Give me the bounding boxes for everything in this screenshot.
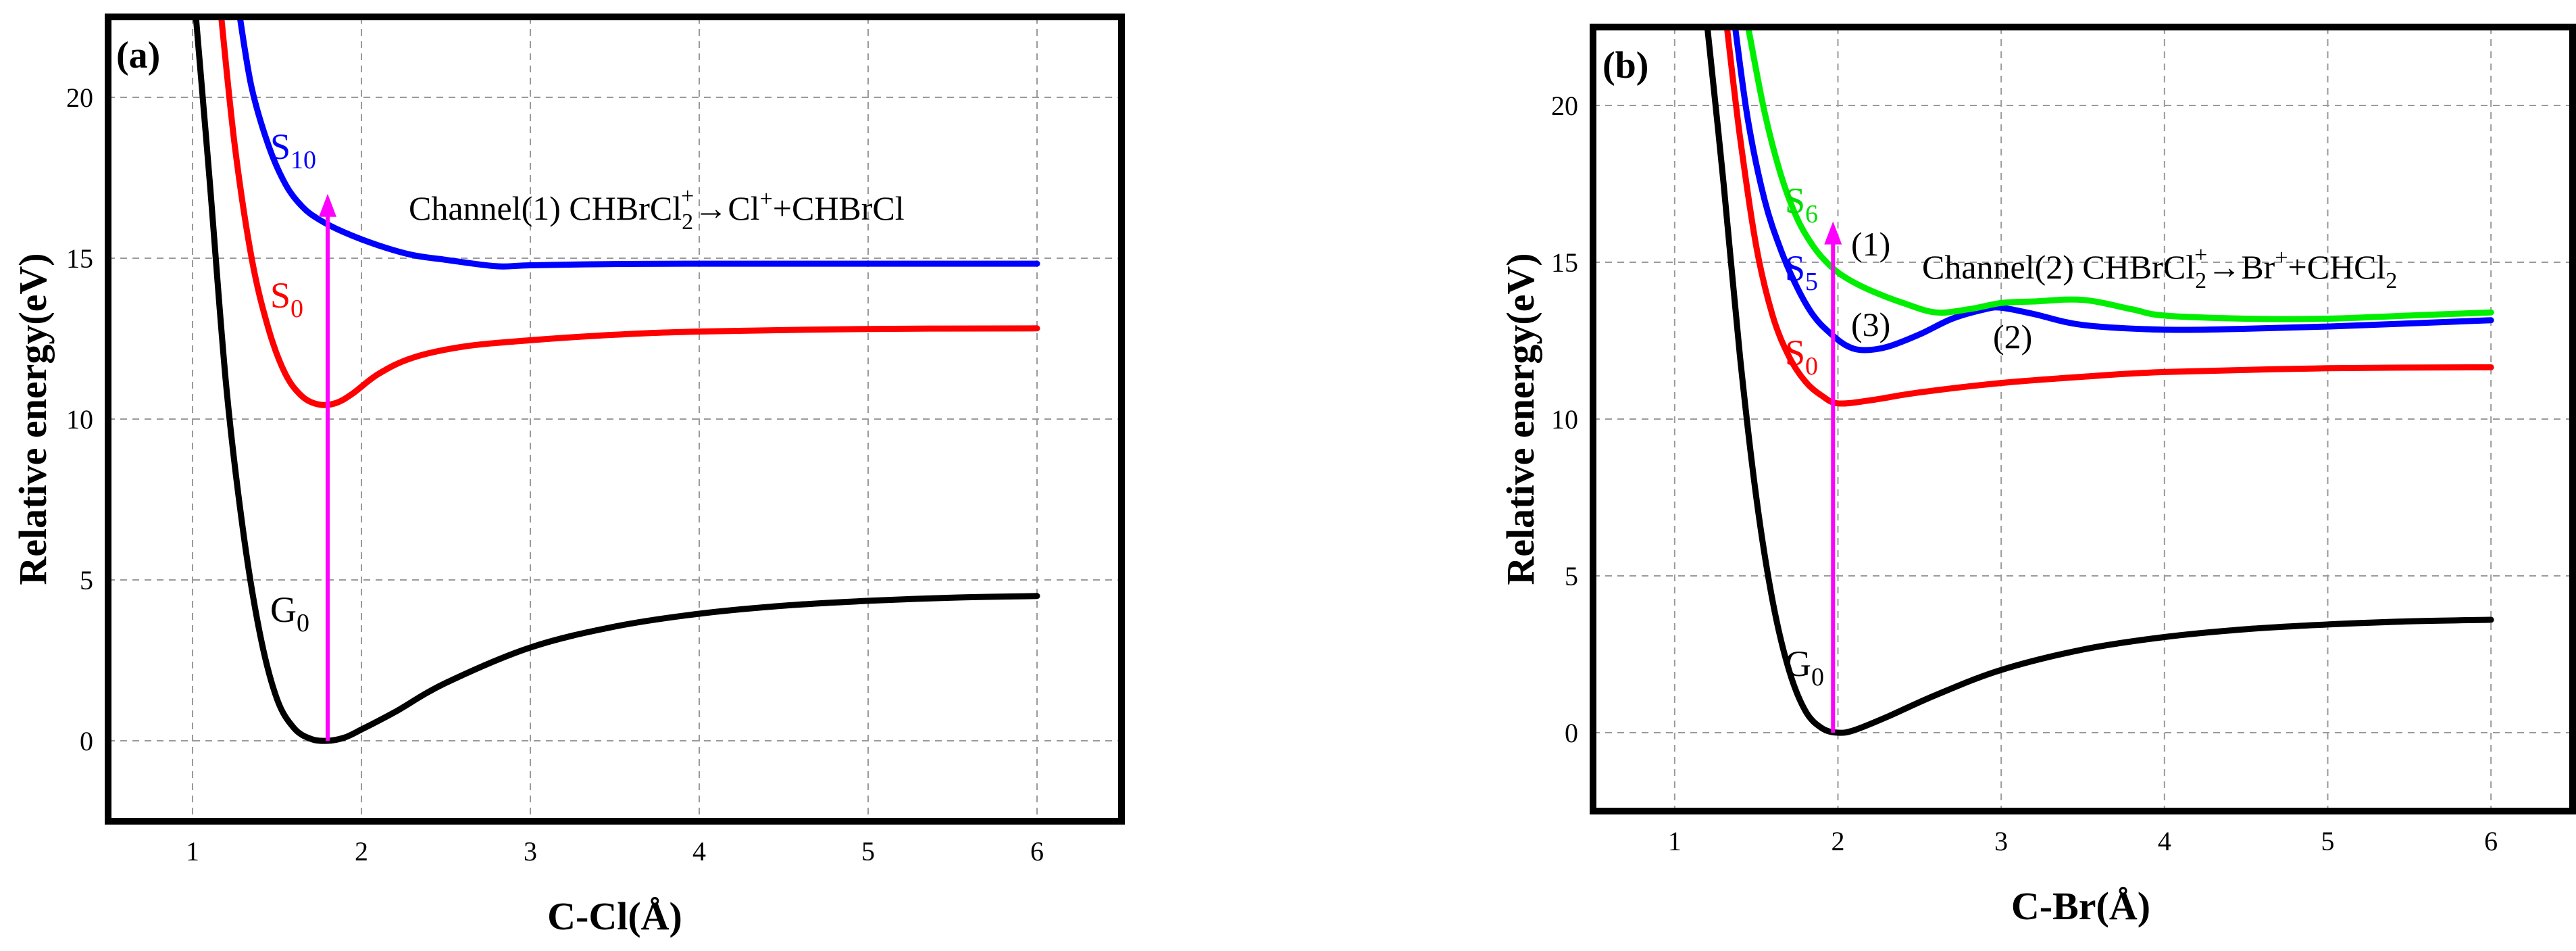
- curve-label-s10-a: S10: [270, 126, 316, 174]
- x-axis-label-a: C-Cl(Å): [547, 894, 682, 938]
- y-ticks-b: 0 5 10 15 20: [1551, 91, 1578, 748]
- series-s10-a: [236, 17, 1040, 270]
- x-ticks-b: 1 2 3 4 5 6: [1668, 826, 2498, 856]
- arrow-head: [319, 193, 336, 217]
- x-tick-label: 1: [186, 836, 199, 867]
- y-tick-label: 5: [80, 565, 93, 595]
- point-label-2: (2): [1993, 318, 2032, 356]
- x-tick-label: 5: [861, 836, 875, 867]
- x-tick-label: 6: [2484, 826, 2498, 856]
- y-tick-label: 10: [1551, 404, 1578, 435]
- x-tick-label: 5: [2321, 826, 2335, 856]
- y-tick-label: 20: [1551, 91, 1578, 121]
- point-label-3: (3): [1851, 306, 1890, 343]
- panel-label-b: (b): [1602, 45, 1648, 87]
- x-tick-label: 4: [692, 836, 706, 867]
- x-tick-label: 3: [524, 836, 537, 867]
- grid-a: [108, 17, 1121, 821]
- y-tick-label: 0: [1565, 718, 1578, 748]
- y-tick-label: 10: [66, 404, 93, 435]
- series-s6-b: [1745, 27, 2494, 322]
- x-tick-label: 6: [1030, 836, 1044, 867]
- y-axis-label-a: Relative energy(eV): [11, 253, 55, 585]
- curve-label-s0-b: S0: [1785, 333, 1818, 381]
- panel-b: 1 2 3 4 5 6 0 5 10 15 20 (b) C-Br(Å) Relative ene…: [1498, 24, 2576, 928]
- x-tick-label: 1: [1668, 826, 1682, 856]
- y-tick-label: 15: [66, 243, 93, 274]
- series-s0-b: [1723, 27, 2494, 407]
- series-g0-b: [1704, 27, 2494, 736]
- curves-a: [193, 17, 1040, 744]
- excitation-arrow-a: [319, 193, 336, 741]
- x-tick-label: 3: [1994, 826, 2008, 856]
- series-s5-b: [1732, 27, 2494, 353]
- plot-frame-b: [1590, 24, 2576, 814]
- y-tick-label: 0: [80, 726, 93, 756]
- x-tick-label: 2: [355, 836, 368, 867]
- curves-b: [1704, 27, 2494, 736]
- grid-b: [1593, 27, 2573, 811]
- curve-label-g0-a: G0: [270, 589, 309, 637]
- excitation-arrow-b: [1824, 221, 1842, 733]
- plot-frame-a: [105, 14, 1125, 825]
- curve-label-g0-b: G0: [1785, 643, 1824, 691]
- x-ticks-a: 1 2 3 4 5 6: [186, 836, 1044, 867]
- channel-annotation-b: Channel(2) CHBrCl2+→Br++CHCl2: [1922, 243, 2397, 293]
- y-ticks-a: 0 5 10 15 20: [66, 82, 93, 756]
- y-tick-label: 5: [1565, 561, 1578, 591]
- channel-annotation-a: Channel(1) CHBrCl2+→Cl++CHBrCl: [409, 184, 905, 235]
- curve-label-s0-a: S0: [270, 275, 303, 323]
- series-g0-a: [193, 17, 1040, 744]
- y-tick-label: 15: [1551, 247, 1578, 278]
- x-axis-label-b: C-Br(Å): [2011, 884, 2150, 928]
- series-s0-a: [218, 17, 1040, 408]
- point-label-1: (1): [1851, 225, 1890, 263]
- curve-label-s5-b: S5: [1785, 248, 1818, 296]
- x-tick-label: 2: [1832, 826, 1845, 856]
- y-tick-label: 20: [66, 82, 93, 113]
- x-tick-label: 4: [2158, 826, 2171, 856]
- panel-label-a: (a): [116, 34, 160, 76]
- arrow-head: [1824, 221, 1842, 245]
- curve-label-s6-b: S6: [1785, 180, 1818, 228]
- y-axis-label-b: Relative energy(eV): [1498, 253, 1542, 585]
- panel-a: 1 2 3 4 5 6 0 5 10 15 20 (a) C-Cl(Å) Relative ene…: [11, 14, 1125, 938]
